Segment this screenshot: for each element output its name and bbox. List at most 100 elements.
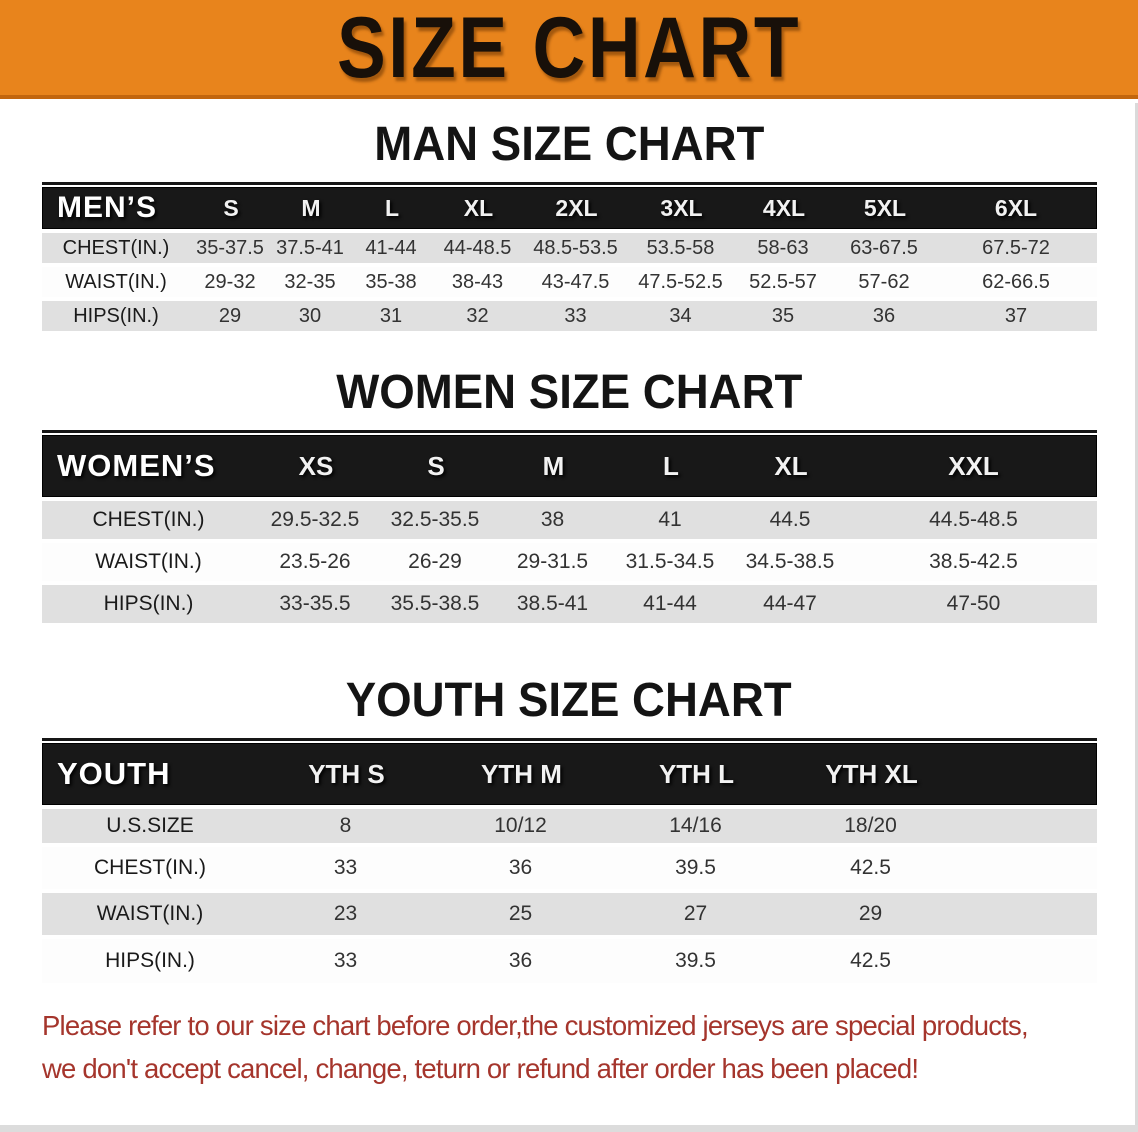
man-size-chart-heading-text: MAN SIZE CHART [373,118,765,171]
size-value-cell: 14/16 [669,814,722,837]
size-value-cell: 36 [508,949,533,972]
size-value-cell: 44-48.5 [443,236,512,259]
size-value-cell: 47-50 [946,592,1001,615]
size-value-cell: 26-29 [408,550,462,573]
size-value-cell: 31.5-34.5 [625,550,715,573]
disclaimer-line-1: Please refer to our size chart before or… [42,1010,1029,1041]
size-value-cell: 36 [508,856,533,879]
row-label: CHEST(IN.) [62,236,170,259]
size-value-cell: 23.5-26 [279,550,351,573]
row-label: HIPS(IN.) [103,592,194,615]
size-value-cell: 44.5 [769,508,811,531]
row-label: U.S.SIZE [106,814,194,837]
size-value-cell: 32 [466,304,489,327]
mens-size-column-3xl: 3XL [660,194,703,221]
size-value-cell: 44-47 [763,592,817,615]
womens-size-column-xl: XL [774,450,808,481]
mens-size-table: MEN’S S M L XL 2XL 3XL 4XL 5XL 6XL CHEST… [42,182,1097,331]
size-value-cell: 48.5-53.5 [533,236,618,259]
womens-table-header-row: WOMEN’S XS S M L XL XXL [42,435,1097,497]
size-value-cell: 36 [872,304,896,327]
size-value-cell: 52.5-57 [749,270,817,293]
mens-size-column-l: L [384,194,400,221]
size-value-cell: 39.5 [675,856,716,879]
size-value-cell: 33 [333,856,358,879]
disclaimer-text: Please refer to our size chart before or… [42,1004,1122,1090]
size-value-cell: 8 [339,814,352,837]
row-label: WAIST(IN.) [65,270,167,293]
size-value-cell: 53.5-58 [646,236,715,259]
size-value-cell: 18/20 [844,814,897,837]
size-value-cell: 35.5-38.5 [390,592,480,615]
disclaimer-line-2: we don't accept cancel, change, teturn o… [42,1053,919,1084]
size-value-cell: 37 [1004,304,1028,327]
mens-size-column-xl: XL [463,194,494,221]
size-value-cell: 42.5 [850,856,891,879]
row-label: WAIST(IN.) [95,550,202,573]
womens-waist-row: WAIST(IN.) 23.5-26 26-29 29-31.5 31.5-34… [42,543,1097,581]
youth-size-column-s: YTH S [308,758,385,789]
size-value-cell: 29-32 [204,270,256,293]
womens-group-label: WOMEN’S [57,448,216,483]
size-chart-banner: SIZE CHART [0,0,1138,99]
size-value-cell: 29-31.5 [516,550,589,573]
bottom-edge-shading [0,1125,1138,1132]
youth-size-column-m: YTH M [481,758,562,789]
mens-hips-row: HIPS(IN.) 29 30 31 32 33 34 35 36 37 [42,301,1097,331]
mens-group-label: MEN’S [57,191,158,224]
youth-size-chart-heading: YOUTH SIZE CHART [0,675,1138,738]
mens-size-column-m: M [301,194,321,221]
size-value-cell: 23 [333,902,358,925]
mens-table-header-row: MEN’S S M L XL 2XL 3XL 4XL 5XL 6XL [42,187,1097,229]
youth-size-column-xl: YTH XL [825,758,918,789]
size-value-cell: 67.5-72 [982,236,1050,259]
size-value-cell: 29 [218,304,242,327]
size-value-cell: 38.5-42.5 [929,550,1018,573]
mens-size-column-2xl: 2XL [555,194,598,221]
youth-size-table: YOUTH YTH S YTH M YTH L YTH XL U.S.SIZE … [42,738,1097,983]
size-value-cell: 58-63 [757,236,809,259]
size-value-cell: 42.5 [850,949,891,972]
youth-waist-row: WAIST(IN.) 23 25 27 29 [42,893,1097,935]
size-value-cell: 41-44 [365,236,417,259]
right-edge-shading [1135,103,1138,1125]
size-value-cell: 29 [858,902,883,925]
size-value-cell: 33 [333,949,358,972]
size-value-cell: 62-66.5 [982,270,1050,293]
womens-size-column-xs: XS [298,450,334,481]
size-value-cell: 31 [379,304,403,327]
mens-size-column-s: S [223,194,239,221]
womens-size-column-s: S [427,450,445,481]
size-value-cell: 41-44 [643,592,697,615]
size-value-cell: 29.5-32.5 [270,508,360,531]
size-value-cell: 25 [508,902,533,925]
size-value-cell: 32.5-35.5 [390,508,480,531]
size-value-cell: 33 [564,304,587,327]
mens-size-column-6xl: 6XL [994,194,1038,221]
size-value-cell: 47.5-52.5 [638,270,723,293]
youth-hips-row: HIPS(IN.) 33 36 39.5 42.5 [42,939,1097,983]
mens-waist-row: WAIST(IN.) 29-32 32-35 35-38 38-43 43-47… [42,267,1097,297]
size-value-cell: 39.5 [675,949,716,972]
mens-size-column-4xl: 4XL [762,194,806,221]
women-size-chart-heading-text: WOMEN SIZE CHART [335,366,803,419]
row-label: HIPS(IN.) [73,304,159,327]
size-value-cell: 35-37.5 [196,236,264,259]
size-value-cell: 41 [658,508,682,531]
row-label: CHEST(IN.) [94,856,206,879]
youth-size-chart-heading-text: YOUTH SIZE CHART [346,674,792,727]
size-value-cell: 34 [669,304,692,327]
size-value-cell: 43-47.5 [541,270,610,293]
womens-size-column-m: M [542,450,565,481]
size-value-cell: 35 [771,304,795,327]
size-value-cell: 10/12 [494,814,547,837]
size-value-cell: 37.5-41 [276,236,344,259]
row-label: HIPS(IN.) [105,949,195,972]
size-value-cell: 63-67.5 [850,236,918,259]
youth-group-label: YOUTH [57,756,171,791]
youth-ussize-row: U.S.SIZE 8 10/12 14/16 18/20 [42,809,1097,843]
womens-size-column-xxl: XXL [948,450,999,481]
womens-chest-row: CHEST(IN.) 29.5-32.5 32.5-35.5 38 41 44.… [42,501,1097,539]
size-value-cell: 38 [540,508,565,531]
womens-size-table: WOMEN’S XS S M L XL XXL CHEST(IN.) 29.5-… [42,430,1097,623]
